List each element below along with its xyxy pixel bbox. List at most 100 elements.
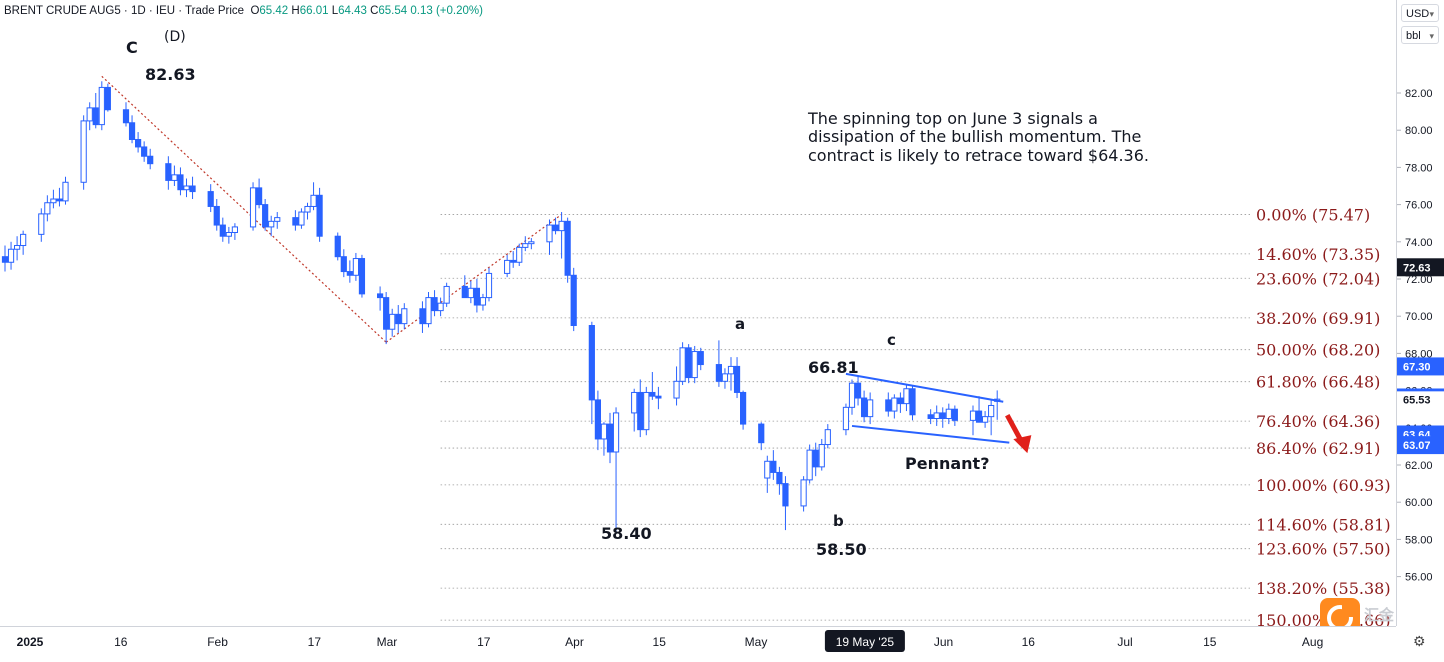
candle-body-down [909, 388, 916, 416]
price-axis[interactable]: USD ▾ bbl ▾ 82.00 80.00 78.00 76.00 74.00 72.00… [1396, 0, 1444, 626]
time-label: 16 [114, 635, 128, 649]
candle-body-down [473, 287, 480, 306]
candle-body-down [715, 364, 722, 382]
pennant-label: Pennant? [905, 454, 989, 473]
candle-body-up [867, 399, 874, 418]
candle-body-down [340, 256, 347, 273]
price-tick-label: 72.00 [1405, 274, 1433, 286]
price-tick-label: 80.00 [1405, 125, 1433, 137]
time-axis-scale: 2025 16 Feb 17 Mar 17 Apr 15 May 16 Jul 15 Aug Jun 19 … [17, 630, 1323, 652]
time-label: Mar [377, 635, 398, 649]
candle-body-up [231, 226, 239, 233]
candle [358, 254, 366, 298]
candle-body-up [612, 412, 620, 453]
chevron-down-icon: ▾ [1429, 9, 1434, 19]
candle [316, 187, 323, 242]
candle-body-up [401, 308, 408, 325]
candle-body-down [135, 139, 142, 148]
candle [135, 132, 142, 153]
unit-label: bbl [1406, 30, 1421, 42]
pennant-upper-line [845, 372, 1004, 403]
candle [897, 392, 904, 413]
trend-lines [101, 75, 562, 343]
settings-gear-icon[interactable]: ⚙ [1413, 633, 1426, 649]
candle [800, 476, 807, 512]
candle [249, 182, 257, 231]
candle-body-up [600, 423, 608, 440]
candle [631, 388, 638, 432]
candle [861, 390, 868, 423]
candle-body-up [310, 194, 317, 207]
price-axis-scale: 82.00 80.00 78.00 76.00 74.00 72.00 70.00 68.00… [1397, 88, 1444, 584]
candlestick-chart[interactable]: 0.00% (75.47) 14.60% (73.35) 23.60% (72.04… [0, 0, 1396, 630]
chart-legend[interactable]: BRENT CRUDE AUG5 · 1D · IEU · Trade Pric… [4, 5, 483, 17]
candle-body-down [927, 414, 934, 419]
time-label: 15 [1203, 635, 1217, 649]
candle [268, 215, 275, 237]
candle-body-down [861, 397, 868, 418]
candle-body-up [764, 460, 771, 479]
candle-body-down [256, 187, 263, 206]
candle-body-up [691, 351, 698, 379]
candle [528, 238, 535, 250]
candle [485, 267, 493, 302]
candle-body-up [848, 382, 856, 408]
candle [104, 83, 111, 112]
time-axis[interactable]: 2025 16 Feb 17 Mar 17 Apr 15 May 16 Jul 15 Aug Jun 19 … [0, 626, 1396, 657]
candle [982, 411, 989, 428]
candle-body-down [128, 122, 136, 141]
time-label: 16 [1022, 635, 1036, 649]
time-label: 15 [653, 635, 667, 649]
unit-selector[interactable]: bbl ▾ [1401, 26, 1439, 44]
fib-label: 61.80% (66.48) [1256, 373, 1380, 392]
candle [546, 219, 553, 255]
candle-body-up [86, 107, 93, 122]
candle-body-down [213, 205, 220, 226]
candle-body-up [443, 285, 450, 304]
candle-body-up [842, 406, 850, 431]
candle-body-up [389, 313, 396, 330]
candle [425, 292, 432, 328]
candle-body-up [504, 259, 511, 274]
candle-body-down [564, 220, 571, 276]
crosshair-date-label: 19 May '25 [836, 635, 895, 649]
price-marker-label: 72.63 [1403, 262, 1431, 274]
candle-body-up [304, 205, 311, 213]
candle-body-down [685, 347, 692, 379]
candle [467, 280, 474, 304]
candle [7, 241, 15, 270]
candle [721, 368, 729, 389]
fibonacci-levels: 0.00% (75.47) 14.60% (73.35) 23.60% (72.04… [440, 205, 1391, 630]
price-tick-label: 78.00 [1405, 162, 1433, 174]
candle [891, 394, 898, 419]
currency-selector[interactable]: USD ▾ [1401, 4, 1439, 22]
candle-body-down [383, 297, 390, 330]
candle [340, 249, 347, 278]
open-label: O [250, 5, 260, 17]
candle-body-down [951, 408, 958, 421]
down-arrow-head [1013, 435, 1032, 454]
candle-body-up [516, 246, 523, 263]
time-label: 17 [308, 635, 322, 649]
candle [62, 176, 69, 205]
price-tick-label: 60.00 [1405, 497, 1433, 509]
candle-body-up [437, 302, 444, 312]
wave-d-label-top: (D) [164, 29, 186, 45]
candle [92, 93, 99, 129]
wave-a-label: a [735, 315, 745, 333]
candle-body-down [292, 217, 299, 226]
symbol-info[interactable]: BRENT CRUDE AUG5 · 1D · IEU · Trade Pric… [4, 5, 245, 17]
candle-body-up [818, 444, 825, 468]
time-label: Apr [565, 635, 584, 649]
candle [383, 292, 390, 345]
candle-body-down [431, 297, 438, 312]
candle [310, 182, 317, 211]
chart-area[interactable]: 0.00% (75.47) 14.60% (73.35) 23.60% (72.04… [0, 0, 1396, 645]
close-value: 65.54 [378, 5, 408, 17]
candle [673, 366, 680, 406]
candle-body-up [891, 397, 898, 412]
time-label: May [745, 635, 768, 649]
candle-body-up [903, 388, 910, 405]
high-price-label: 82.63 [145, 65, 196, 84]
candle-body-down [377, 293, 384, 299]
